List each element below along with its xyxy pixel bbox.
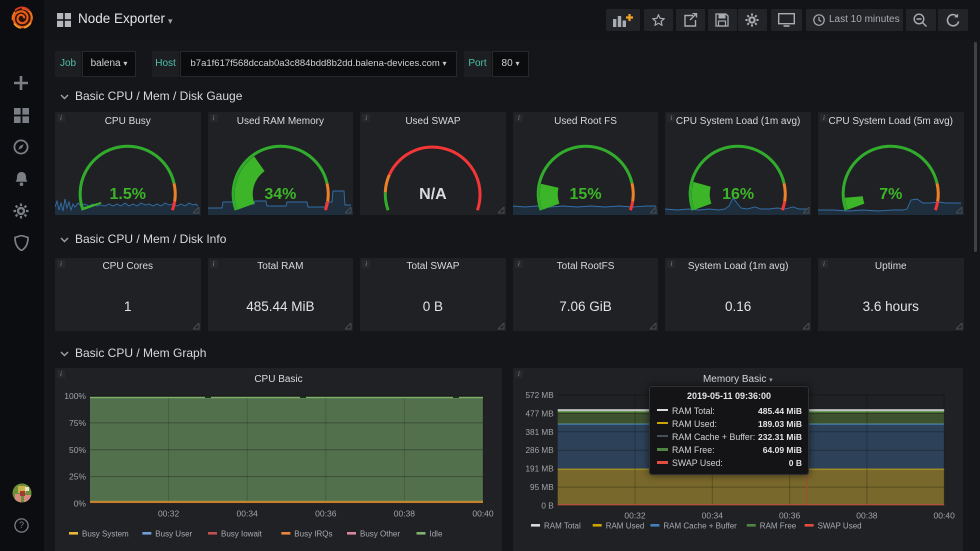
svg-text:75%: 75% bbox=[69, 418, 86, 428]
svg-text:00:38: 00:38 bbox=[856, 511, 878, 521]
svg-text:100%: 100% bbox=[64, 391, 86, 401]
svg-text:0 B: 0 B bbox=[541, 502, 554, 511]
svg-text:RAM Total: RAM Total bbox=[544, 522, 581, 531]
svg-text:SWAP Used: SWAP Used bbox=[817, 522, 861, 531]
svg-text:286 MB: 286 MB bbox=[525, 446, 554, 455]
svg-text:Busy IRQs: Busy IRQs bbox=[294, 530, 332, 539]
svg-text:Busy System: Busy System bbox=[82, 530, 129, 539]
svg-text:RAM Used: RAM Used bbox=[605, 522, 644, 531]
svg-text:00:36: 00:36 bbox=[779, 511, 801, 521]
svg-text:00:40: 00:40 bbox=[933, 511, 955, 521]
svg-text:00:34: 00:34 bbox=[237, 509, 259, 519]
svg-text:RAM Cache + Buffer: RAM Cache + Buffer bbox=[663, 522, 737, 531]
svg-text:00:38: 00:38 bbox=[394, 509, 416, 519]
svg-text:Idle: Idle bbox=[430, 530, 443, 539]
svg-text:572 MB: 572 MB bbox=[525, 391, 554, 400]
svg-text:00:36: 00:36 bbox=[315, 509, 337, 519]
svg-text:Busy User: Busy User bbox=[155, 530, 192, 539]
svg-text:477 MB: 477 MB bbox=[525, 409, 554, 418]
svg-text:191 MB: 191 MB bbox=[525, 465, 554, 474]
svg-text:00:32: 00:32 bbox=[158, 509, 180, 519]
svg-text:RAM Free: RAM Free bbox=[760, 522, 797, 531]
svg-text:Busy Iowait: Busy Iowait bbox=[221, 530, 263, 539]
svg-text:Busy Other: Busy Other bbox=[360, 530, 400, 539]
svg-text:00:40: 00:40 bbox=[472, 509, 494, 519]
svg-text:25%: 25% bbox=[69, 472, 86, 482]
svg-text:95 MB: 95 MB bbox=[530, 483, 554, 492]
svg-text:0%: 0% bbox=[74, 499, 87, 509]
svg-text:00:34: 00:34 bbox=[701, 511, 723, 521]
svg-text:00:32: 00:32 bbox=[624, 511, 646, 521]
svg-text:50%: 50% bbox=[69, 445, 86, 455]
svg-text:381 MB: 381 MB bbox=[525, 428, 554, 437]
